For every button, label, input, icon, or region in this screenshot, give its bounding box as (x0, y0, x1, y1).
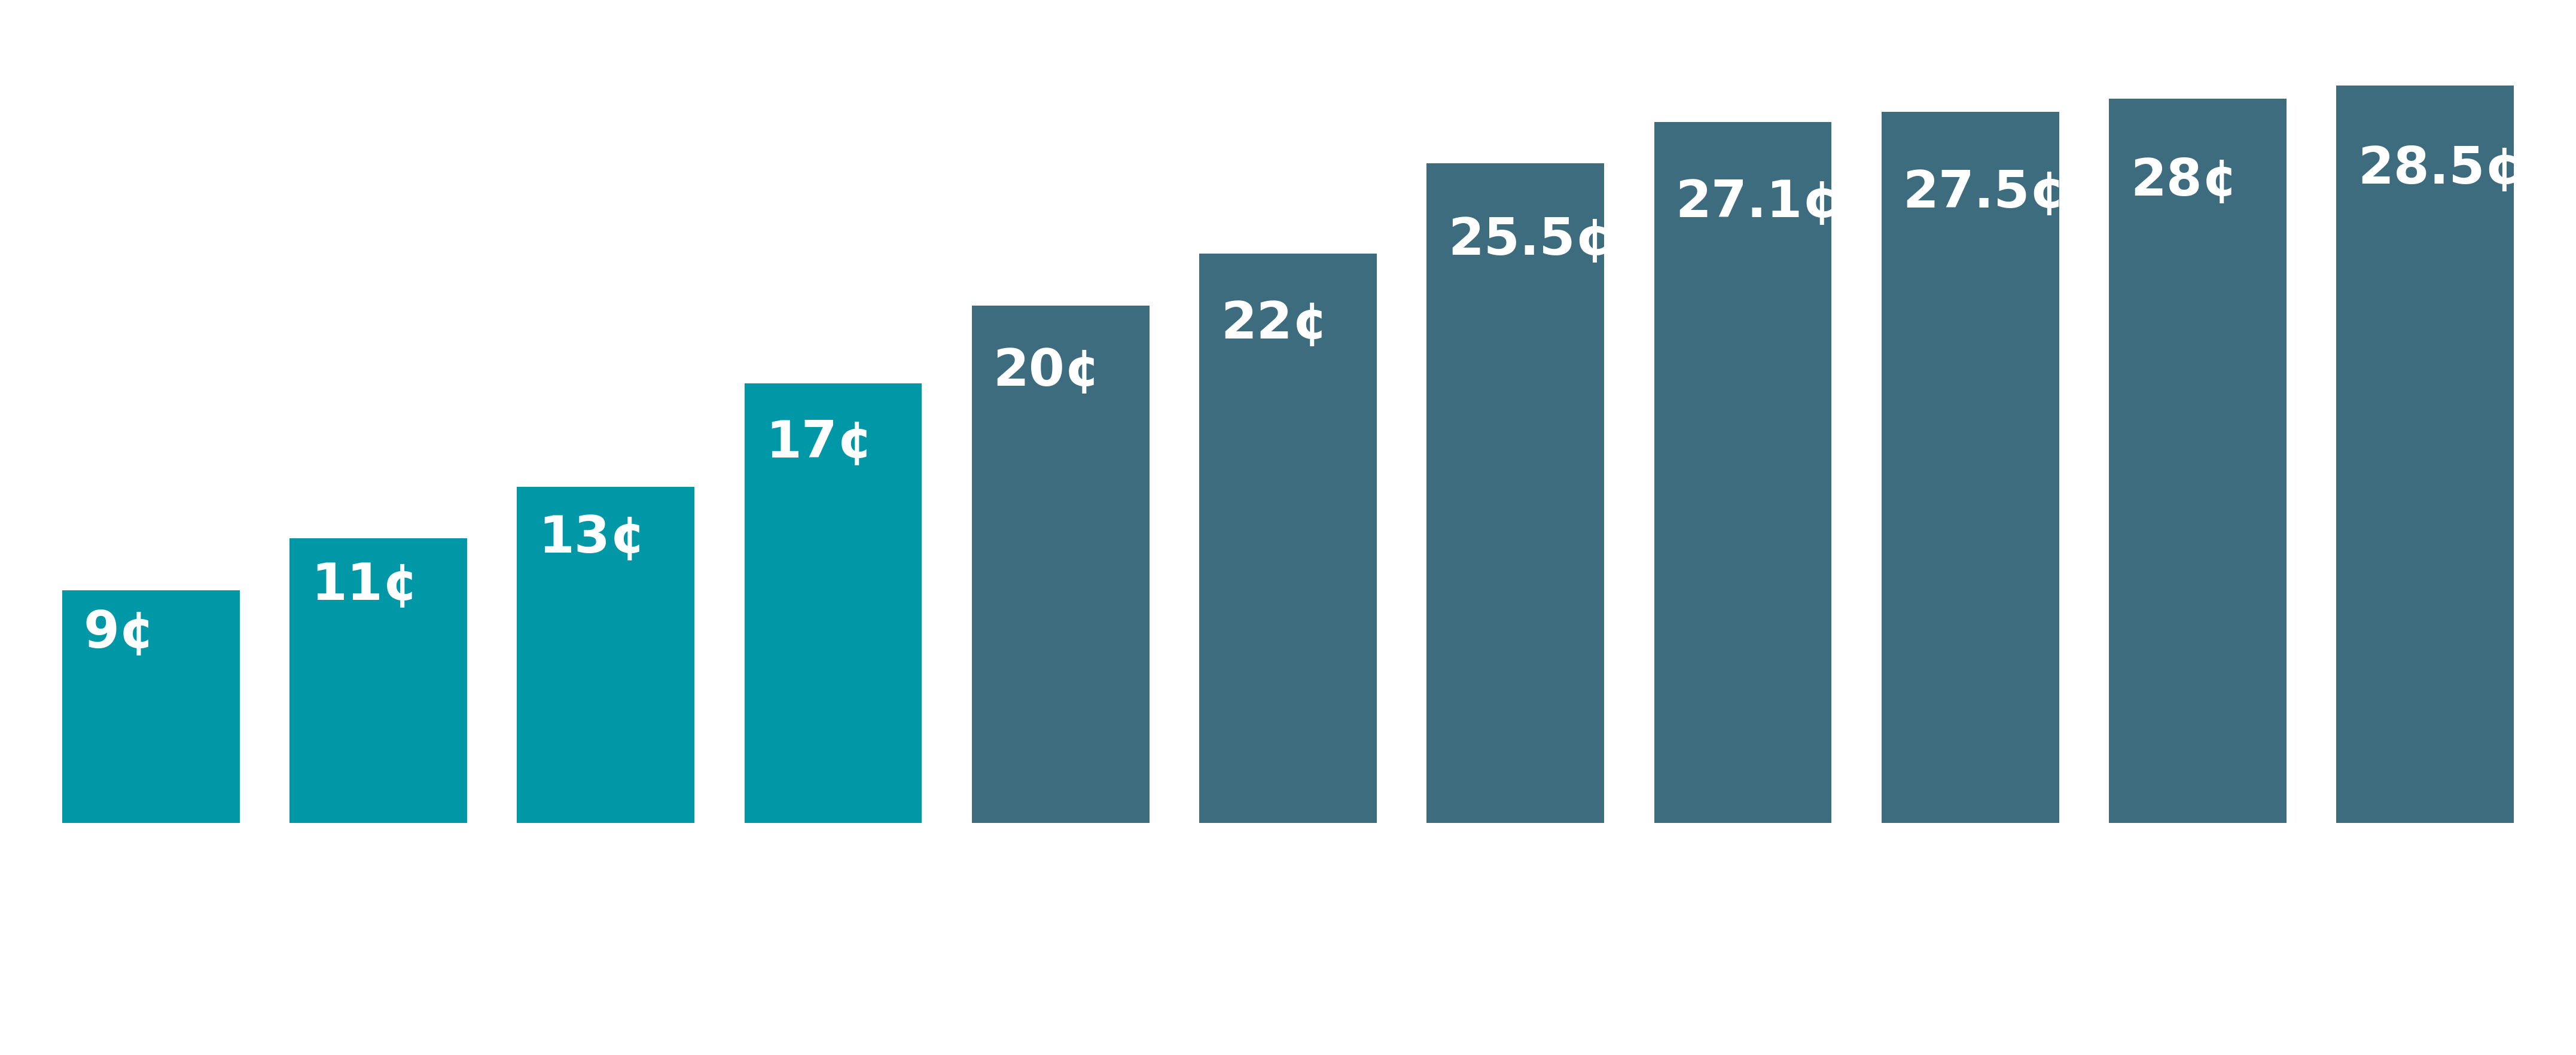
Bar (62, 590, 240, 823)
Text: 28.5¢: 28.5¢ (2357, 145, 2522, 194)
Bar (744, 383, 922, 823)
Text: 22¢: 22¢ (1221, 300, 1329, 349)
Text: 11¢: 11¢ (312, 561, 417, 611)
Text: 17¢: 17¢ (765, 419, 873, 468)
Text: 27.5¢: 27.5¢ (1904, 169, 2066, 218)
Bar (971, 306, 1149, 823)
Text: 9¢: 9¢ (82, 609, 155, 658)
Bar (1200, 254, 1376, 823)
Bar (518, 486, 696, 823)
Bar (289, 538, 466, 823)
Text: 25.5¢: 25.5¢ (1448, 216, 1610, 266)
Text: 13¢: 13¢ (538, 514, 647, 563)
Bar (1654, 122, 1832, 823)
Text: 20¢: 20¢ (994, 347, 1100, 397)
Bar (1427, 164, 1605, 823)
Text: 28¢: 28¢ (2130, 156, 2239, 207)
Bar (2336, 85, 2514, 823)
Text: 27.1¢: 27.1¢ (1674, 178, 1839, 228)
Bar (1880, 112, 2058, 823)
Bar (2110, 99, 2287, 823)
